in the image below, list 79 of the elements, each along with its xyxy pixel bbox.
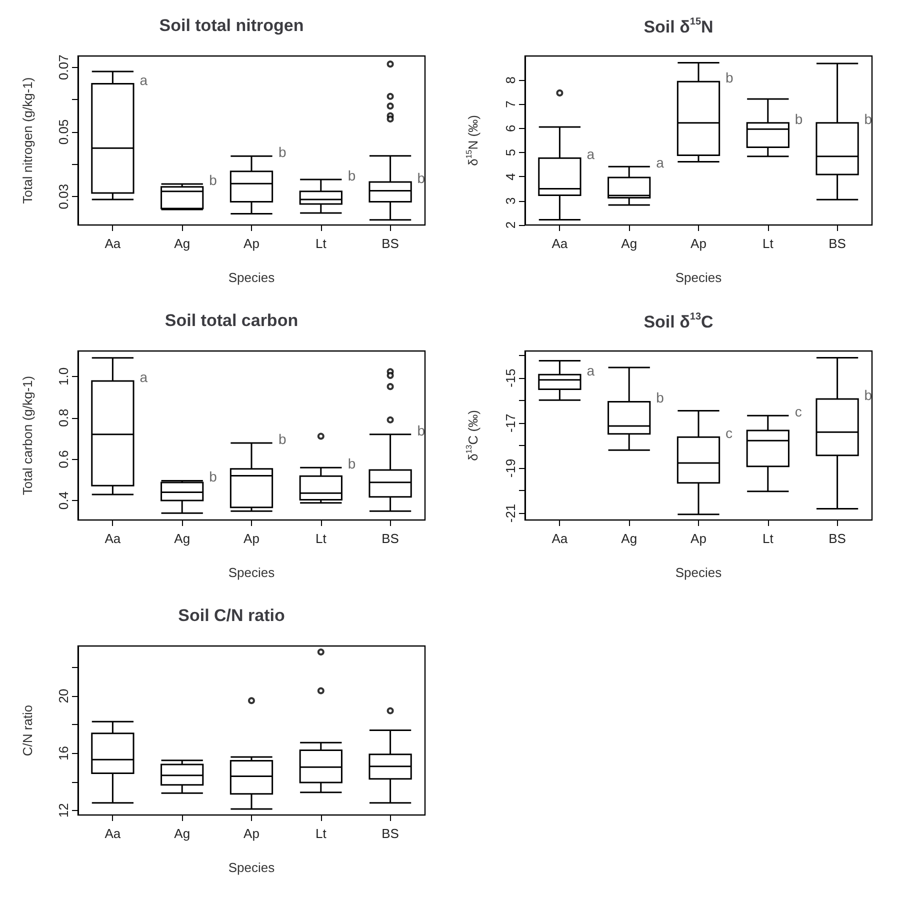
y-tick-label: -15 (503, 368, 518, 388)
y-tick-label: 0.8 (56, 408, 71, 427)
x-tick-label: Lt (762, 531, 774, 546)
x-tick-label: Ag (621, 236, 638, 251)
annotation: b (209, 172, 218, 188)
annotation: b (417, 170, 426, 186)
y-tick-label: -19 (503, 458, 518, 478)
annotation: b (726, 70, 734, 86)
x-tick-label: Aa (552, 531, 568, 546)
y-tick-label: 2 (503, 221, 518, 229)
annotation: a (140, 368, 148, 385)
y-tick-label: -17 (503, 414, 518, 433)
y-tick-label: 4 (503, 173, 518, 180)
x-tick-label: BS (828, 531, 846, 546)
x-tick-label: BS (828, 236, 846, 251)
x-tick-label: Lt (315, 826, 327, 841)
annotation: a (586, 362, 595, 379)
annotation: b (794, 110, 803, 127)
y-tick-label: 0.03 (56, 184, 71, 210)
x-tick-label: Aa (104, 826, 122, 841)
x-tick-label: Aa (104, 236, 122, 251)
x-tick-label: Ag (174, 826, 190, 841)
x-axis-title: Species (675, 270, 722, 285)
y-axis-title: Total nitrogen (g/kg-1) (20, 77, 35, 204)
x-tick-label: Ag (174, 236, 190, 251)
annotation: b (656, 390, 664, 406)
y-tick-label: 3 (503, 197, 518, 204)
y-tick-label: 0.6 (56, 450, 71, 468)
annotation: b (278, 144, 286, 160)
y-tick-label: 16 (56, 746, 71, 760)
x-axis-title: Species (228, 270, 276, 285)
annotation: a (656, 154, 664, 171)
y-tick-label: 5 (503, 148, 518, 156)
annotation: c (794, 404, 802, 420)
chart-title: Soil C/N ratio (178, 606, 285, 625)
y-tick-label: 1.0 (56, 367, 71, 386)
annotation: c (726, 425, 732, 442)
annotation: b (864, 386, 872, 403)
y-tick-label: 6 (503, 124, 518, 132)
x-tick-label: BS (382, 826, 400, 841)
x-tick-label: Ap (690, 531, 706, 546)
chart-title: Soil total carbon (164, 311, 298, 330)
y-tick-label: 0.4 (56, 492, 71, 510)
y-axis-title: δ15N (‰) (464, 115, 480, 166)
x-axis-title: Species (228, 860, 276, 875)
annotation: b (348, 456, 356, 472)
x-tick-label: BS (382, 236, 400, 251)
annotation: b (278, 431, 286, 448)
x-tick-label: Lt (315, 531, 327, 546)
x-tick-label: Ag (621, 531, 638, 546)
annotation: b (417, 422, 426, 438)
x-tick-label: BS (382, 531, 400, 546)
y-tick-label: 20 (56, 688, 71, 704)
chart-title: Soil total nitrogen (159, 16, 304, 35)
annotation: b (864, 110, 872, 127)
annotation: a (140, 72, 148, 88)
y-tick-label: 8 (503, 76, 518, 84)
x-tick-label: Ap (244, 826, 260, 841)
x-tick-label: Ap (690, 236, 706, 251)
x-tick-label: Aa (552, 236, 568, 251)
x-tick-label: Lt (762, 236, 774, 251)
x-axis-title: Species (675, 565, 722, 580)
x-tick-label: Lt (315, 236, 327, 251)
annotation: b (209, 468, 218, 485)
y-tick-label: 0.07 (56, 54, 71, 80)
y-axis-title: δ13C (‰) (464, 410, 480, 461)
x-tick-label: Ap (244, 236, 260, 251)
y-tick-label: 12 (56, 803, 71, 818)
x-tick-label: Ap (244, 531, 260, 546)
annotation: a (586, 146, 595, 162)
y-tick-label: 7 (503, 100, 518, 108)
y-axis-title: C/N ratio (20, 704, 35, 756)
y-axis-title: Total carbon (g/kg-1) (20, 376, 35, 496)
annotation: b (348, 167, 356, 184)
x-tick-label: Aa (104, 531, 122, 546)
x-tick-label: Ag (174, 531, 190, 546)
y-tick-label: 0.05 (56, 119, 71, 145)
x-axis-title: Species (228, 565, 276, 580)
y-tick-label: -21 (503, 504, 518, 523)
